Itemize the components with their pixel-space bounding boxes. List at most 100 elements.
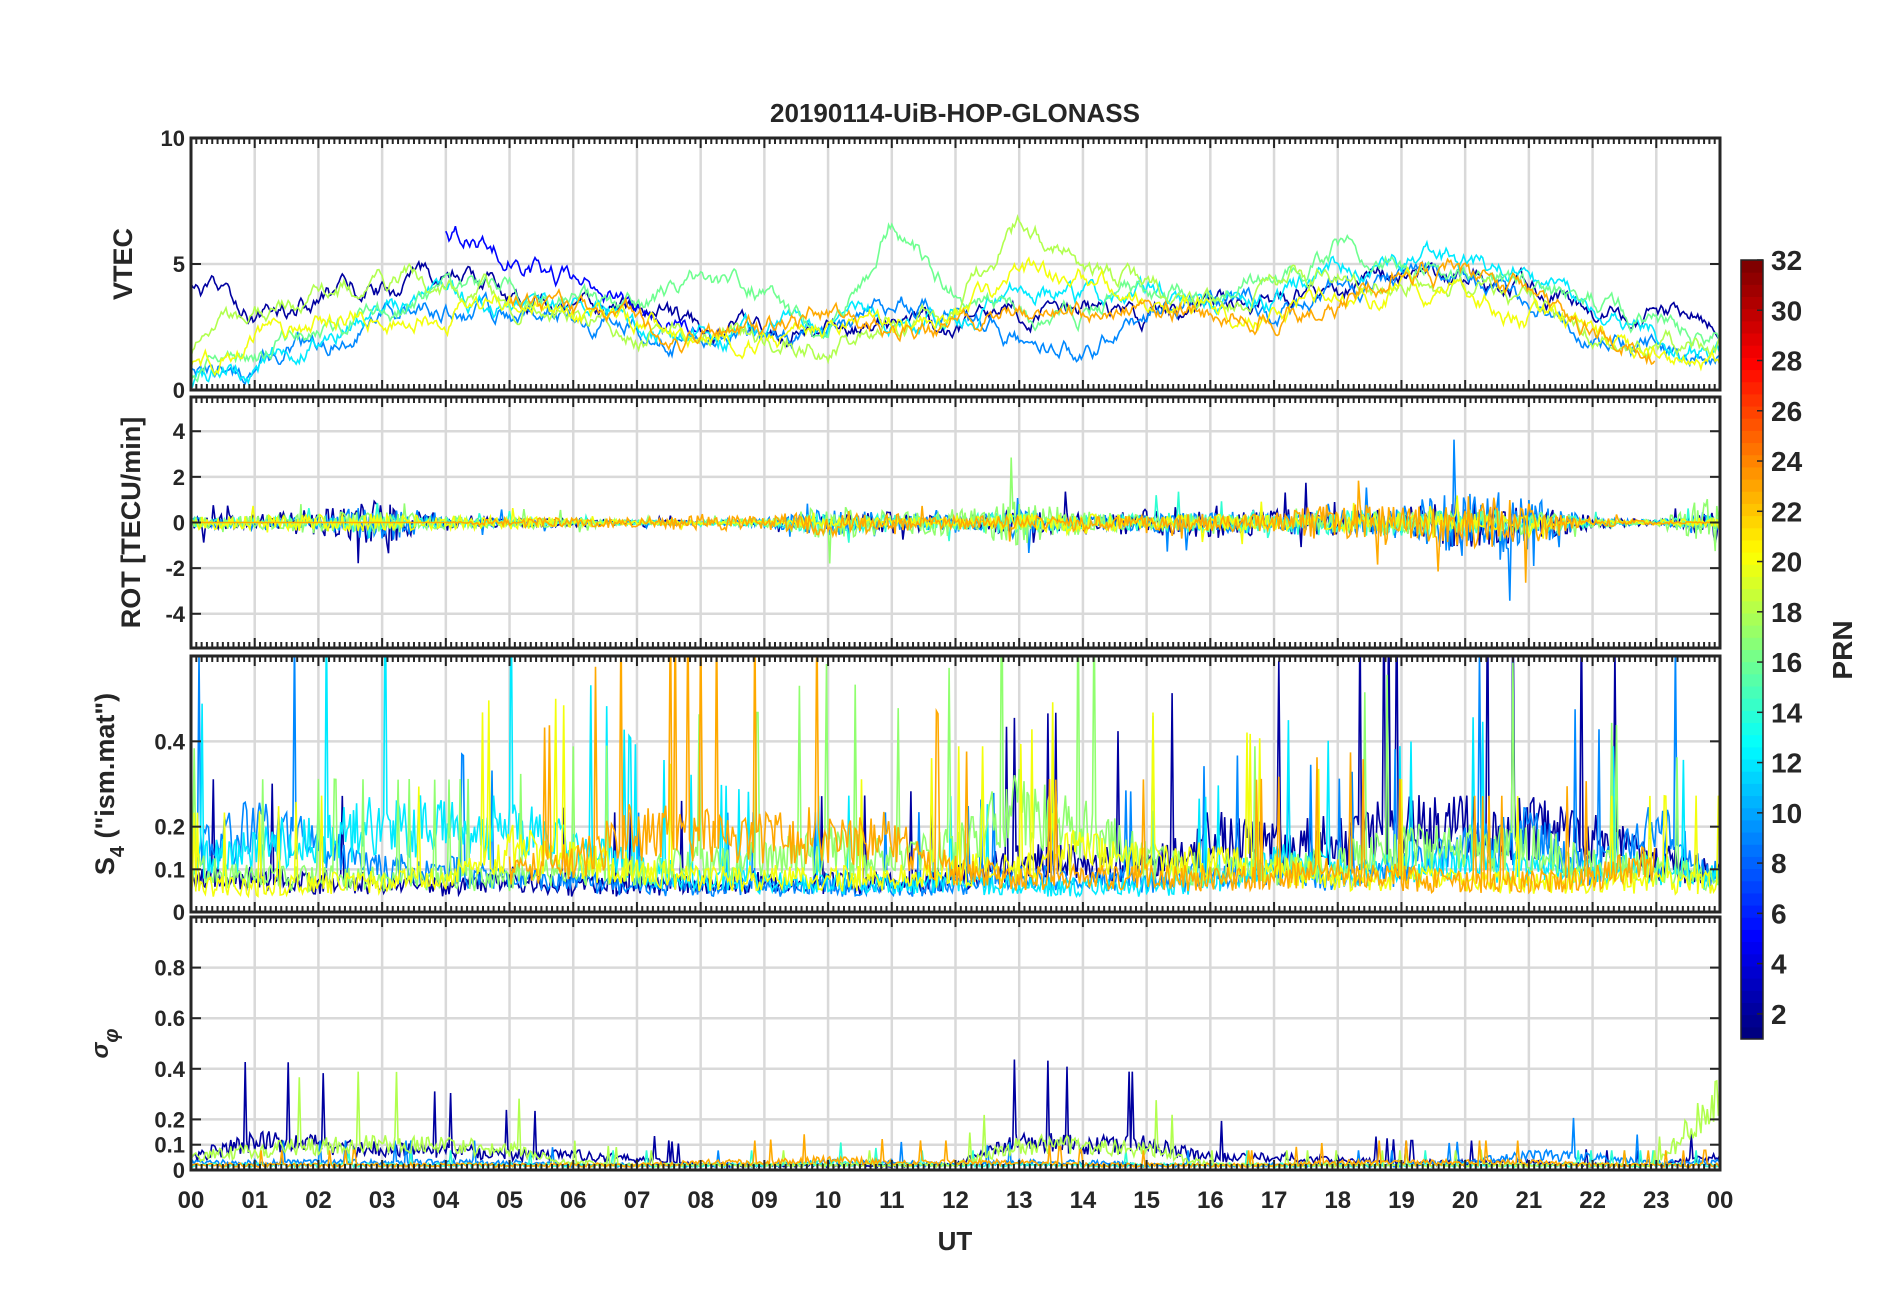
colorbar-swatch <box>1741 783 1763 797</box>
colorbar-swatch <box>1741 1002 1763 1016</box>
colorbar-tick-label: 6 <box>1771 898 1787 929</box>
x-tick-label: 07 <box>624 1187 651 1214</box>
y-tick-label: 0.4 <box>154 1057 185 1082</box>
x-tick-label: 08 <box>687 1187 714 1214</box>
x-tick-label: 12 <box>942 1187 969 1214</box>
colorbar-swatch <box>1741 637 1763 650</box>
colorbar-swatch <box>1741 649 1763 663</box>
y-tick-label: -2 <box>165 556 185 581</box>
colorbar-swatch <box>1741 588 1763 602</box>
colorbar-tick-label: 12 <box>1771 748 1802 779</box>
colorbar-swatch <box>1741 357 1763 371</box>
y-tick-label: 0.4 <box>154 729 185 754</box>
x-tick-label: 00 <box>178 1187 205 1214</box>
colorbar-swatch <box>1741 868 1763 882</box>
series-line-prn-17 <box>191 656 1720 893</box>
x-axis-label: UT <box>938 1226 973 1256</box>
colorbar-tick-label: 2 <box>1771 999 1787 1030</box>
y-axis-label: ROT [TECU/min] <box>116 417 146 628</box>
colorbar-tick-label: 24 <box>1771 446 1803 477</box>
colorbar-swatch <box>1741 345 1763 358</box>
y-label-subscript: φ <box>101 1028 123 1042</box>
colorbar-swatch <box>1741 759 1763 772</box>
colorbar-swatch <box>1741 503 1763 517</box>
y-tick-label: 2 <box>173 465 185 490</box>
colorbar-tick-label: 16 <box>1771 647 1802 678</box>
series-line-prn-23 <box>508 257 1656 366</box>
x-tick-label: 11 <box>879 1187 904 1214</box>
y-label-main: S <box>90 857 120 875</box>
colorbar-swatch <box>1741 430 1763 444</box>
y-label-subscript: 4 <box>107 845 129 857</box>
colorbar-swatch <box>1741 1014 1763 1028</box>
x-tick-label: 10 <box>815 1187 842 1214</box>
colorbar-tick-label: 30 <box>1771 295 1802 326</box>
colorbar-swatch <box>1741 515 1763 529</box>
x-tick-label: 06 <box>560 1187 587 1214</box>
series-group <box>191 656 1720 899</box>
x-tick-label: 00 <box>1707 1187 1734 1214</box>
series-line-prn-20 <box>191 256 1720 377</box>
colorbar-swatch <box>1741 527 1763 541</box>
colorbar-swatch <box>1741 454 1763 468</box>
colorbar-swatch <box>1741 880 1763 894</box>
colorbar-swatch <box>1741 1026 1763 1040</box>
colorbar-swatch <box>1741 686 1763 699</box>
colorbar-swatch <box>1741 771 1763 784</box>
colorbar-tick-label: 4 <box>1771 949 1787 980</box>
colorbar-swatch <box>1741 491 1763 504</box>
series-line-prn-16 <box>191 222 1720 383</box>
colorbar-swatch <box>1741 807 1763 821</box>
colorbar-swatch <box>1741 953 1763 967</box>
colorbar-swatch <box>1741 296 1763 310</box>
colorbar-tick-label: 28 <box>1771 346 1802 377</box>
y-tick-label: 0.8 <box>154 956 185 981</box>
colorbar-swatch <box>1741 369 1763 383</box>
colorbar-tick-label: 14 <box>1771 697 1803 728</box>
series-group <box>191 439 1720 601</box>
y-tick-label: 10 <box>161 126 185 151</box>
colorbar-swatch <box>1741 442 1763 456</box>
series-line-prn-23 <box>191 480 1720 583</box>
colorbar-swatch <box>1741 941 1763 955</box>
x-tick-label: 03 <box>369 1187 396 1214</box>
y-tick-label: 0.1 <box>154 1133 185 1158</box>
colorbar-swatch <box>1741 698 1763 711</box>
x-tick-label: 20 <box>1452 1187 1479 1214</box>
x-tick-label: 16 <box>1197 1187 1224 1214</box>
x-tick-label: 18 <box>1324 1187 1351 1214</box>
y-tick-label: 0.6 <box>154 1006 185 1031</box>
colorbar-swatch <box>1741 917 1763 930</box>
y-axis-label: σφ <box>87 1028 123 1058</box>
x-tick-label: 05 <box>496 1187 523 1214</box>
colorbar-swatch <box>1741 892 1763 906</box>
colorbar-swatch <box>1741 552 1763 565</box>
colorbar-swatch <box>1741 856 1763 870</box>
colorbar-swatch <box>1741 965 1763 979</box>
x-tick-label: 14 <box>1070 1187 1097 1214</box>
colorbar-swatch <box>1741 564 1763 577</box>
colorbar-swatch <box>1741 260 1763 273</box>
colorbar-swatch <box>1741 746 1763 760</box>
x-tick-label: 23 <box>1643 1187 1670 1214</box>
y-tick-label: 0.2 <box>154 1107 185 1132</box>
colorbar-swatch <box>1741 795 1763 809</box>
series-group <box>191 213 1720 389</box>
panel-4: 00.10.2 0.4 0.6 0.8 σφ <box>87 915 1722 1183</box>
colorbar-tick-label: 10 <box>1771 798 1802 829</box>
y-axis-label: VTEC <box>108 228 138 300</box>
colorbar-swatch <box>1741 284 1763 298</box>
colorbar-tick-label: 18 <box>1771 597 1802 628</box>
colorbar-swatch <box>1741 466 1763 480</box>
colorbar-tick-label: 22 <box>1771 496 1802 527</box>
colorbar-swatch <box>1741 734 1763 748</box>
colorbar-frame <box>1740 259 1764 1040</box>
colorbar-swatch <box>1741 479 1763 492</box>
y-label-main: σ <box>87 1042 114 1059</box>
y-tick-label: 0 <box>173 1158 185 1183</box>
colorbar-swatch <box>1741 418 1763 431</box>
y-tick-label: 4 <box>173 419 186 444</box>
